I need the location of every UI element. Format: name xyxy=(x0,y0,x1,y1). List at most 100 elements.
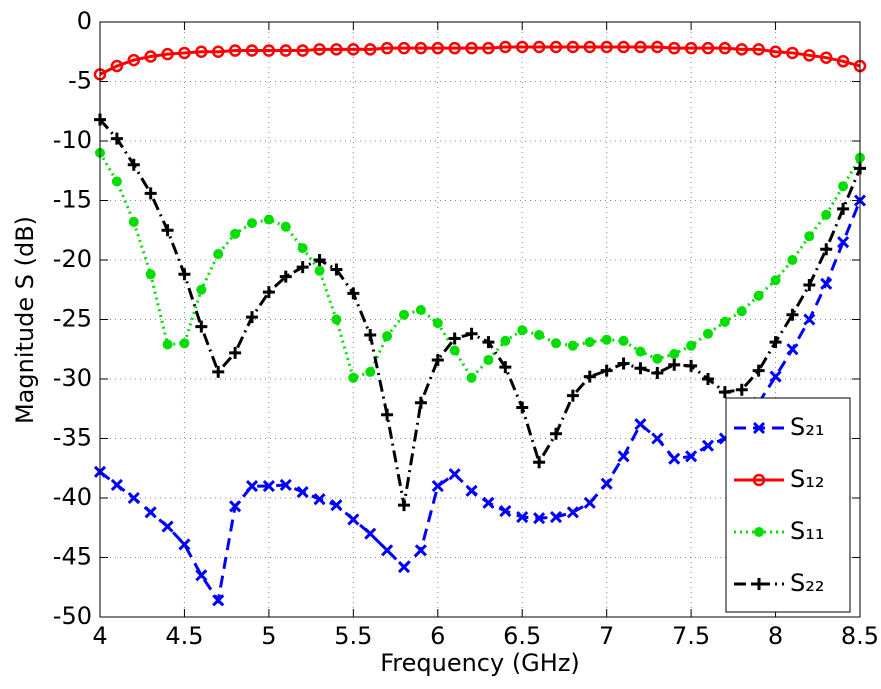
y-tick-label: -5 xyxy=(68,67,92,95)
marker xyxy=(736,306,747,317)
marker xyxy=(600,40,613,54)
marker xyxy=(701,439,715,452)
marker xyxy=(296,485,309,499)
marker xyxy=(517,325,528,336)
marker xyxy=(837,202,850,215)
y-axis-label: Magnitude S (dB) xyxy=(11,216,39,424)
marker xyxy=(195,320,208,333)
marker xyxy=(195,45,208,58)
marker xyxy=(550,427,562,440)
marker xyxy=(145,269,156,280)
marker xyxy=(533,456,546,469)
y-tick-label: 0 xyxy=(77,7,92,35)
marker xyxy=(787,255,798,265)
marker xyxy=(651,40,664,54)
marker xyxy=(162,339,173,350)
marker xyxy=(718,41,732,55)
marker xyxy=(229,346,242,359)
marker xyxy=(213,249,224,260)
marker xyxy=(668,452,681,465)
y-tick-label: -35 xyxy=(53,424,92,452)
marker xyxy=(803,49,816,62)
series-line xyxy=(100,152,860,381)
marker xyxy=(499,505,512,518)
x-tick-label: 8.5 xyxy=(841,622,879,650)
x-tick-label: 6.5 xyxy=(503,622,541,650)
marker xyxy=(735,43,749,56)
marker xyxy=(431,480,444,493)
marker xyxy=(584,337,595,348)
marker xyxy=(634,40,647,54)
marker xyxy=(262,44,276,57)
marker xyxy=(752,421,766,435)
marker xyxy=(820,243,833,256)
x-tick-label: 4 xyxy=(92,622,107,650)
marker xyxy=(617,40,630,54)
marker xyxy=(617,450,630,463)
marker xyxy=(549,40,563,54)
marker xyxy=(534,329,545,340)
marker xyxy=(703,328,713,339)
marker xyxy=(347,513,360,526)
marker xyxy=(735,383,748,396)
legend-label: S₂₁ xyxy=(790,413,824,441)
marker xyxy=(212,365,225,378)
marker xyxy=(127,158,140,171)
marker xyxy=(701,41,715,55)
marker xyxy=(786,46,799,60)
marker xyxy=(786,343,799,356)
x-tick-label: 7 xyxy=(599,622,614,650)
marker xyxy=(397,560,411,574)
marker xyxy=(399,309,409,320)
marker xyxy=(786,308,799,321)
marker xyxy=(819,51,833,64)
marker xyxy=(313,254,326,266)
x-axis-label: Frequency (GHz) xyxy=(380,649,580,677)
marker xyxy=(566,389,579,402)
marker xyxy=(127,491,140,505)
marker xyxy=(516,510,529,524)
marker xyxy=(144,187,157,200)
marker xyxy=(532,40,546,54)
marker xyxy=(382,331,393,342)
marker xyxy=(803,278,816,291)
marker xyxy=(262,480,275,493)
marker xyxy=(836,55,850,68)
marker xyxy=(837,236,850,249)
marker xyxy=(211,45,225,58)
marker xyxy=(651,367,664,380)
y-tick-label: -25 xyxy=(53,305,92,333)
marker xyxy=(179,338,190,349)
legend-box xyxy=(725,397,851,613)
marker xyxy=(601,334,612,345)
marker xyxy=(684,41,698,55)
marker xyxy=(754,527,764,537)
marker xyxy=(128,216,139,227)
marker xyxy=(178,268,191,281)
legend-label: S₂₂ xyxy=(790,569,824,597)
marker xyxy=(482,496,495,509)
marker xyxy=(753,578,765,590)
marker xyxy=(448,468,461,481)
marker xyxy=(752,364,765,377)
marker xyxy=(247,218,257,229)
marker xyxy=(110,59,124,73)
marker xyxy=(297,243,308,254)
marker xyxy=(313,43,326,56)
x-tick-label: 5.5 xyxy=(334,622,372,650)
marker xyxy=(195,569,208,582)
marker xyxy=(245,480,259,493)
marker xyxy=(178,46,191,60)
marker xyxy=(634,418,647,431)
marker xyxy=(262,286,275,299)
marker xyxy=(280,221,291,232)
marker xyxy=(313,493,326,506)
marker xyxy=(414,41,428,55)
marker xyxy=(549,510,563,524)
marker xyxy=(212,594,225,607)
marker xyxy=(583,40,597,54)
x-tick-label: 4.5 xyxy=(165,622,203,650)
marker xyxy=(634,362,647,375)
marker xyxy=(110,132,123,145)
